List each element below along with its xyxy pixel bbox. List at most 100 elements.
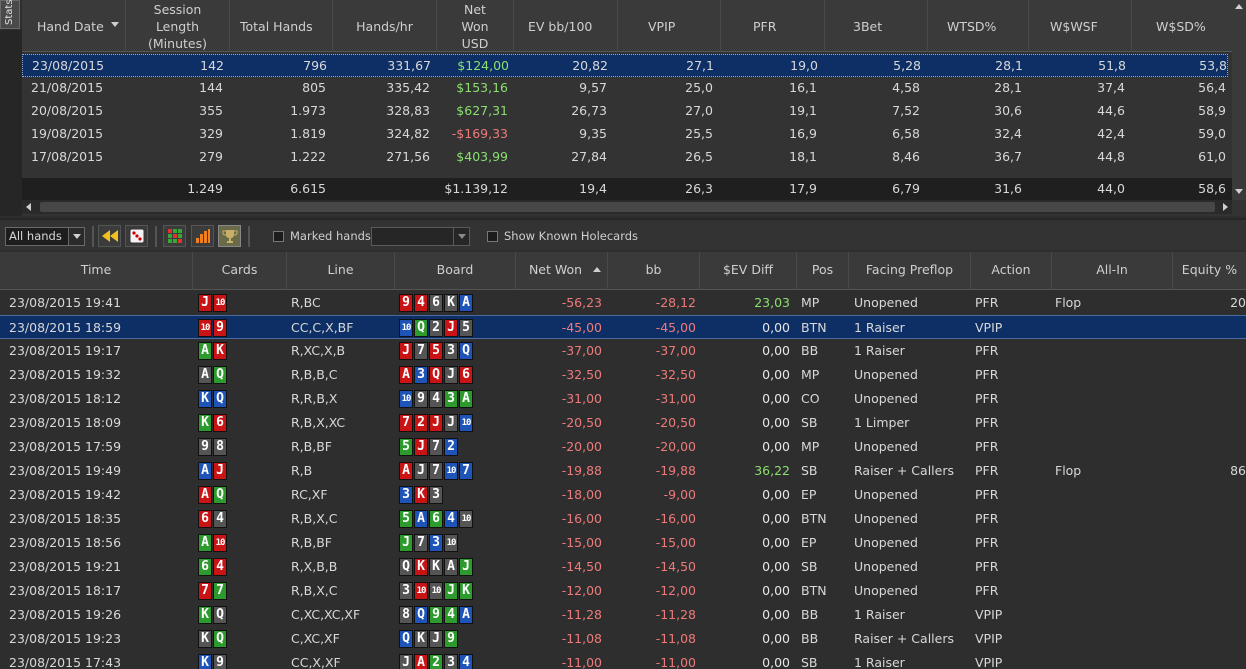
- hand-row[interactable]: 23/08/2015 18:17 7 7 R,B,X,C 3 10 10 J K -12,00 -1…: [0, 579, 1246, 603]
- col-cards-label: Cards: [221, 262, 258, 277]
- scroll-right-icon[interactable]: [1223, 203, 1228, 211]
- cell-bb: -12,00: [655, 583, 696, 598]
- marked-hands-select[interactable]: [371, 227, 470, 246]
- show-known-holecards-checkbox[interactable]: [487, 231, 498, 242]
- col-session-length[interactable]: Session Length (Minutes): [126, 0, 230, 52]
- scroll-down-icon[interactable]: [1235, 189, 1243, 194]
- col-ev-diff[interactable]: $EV Diff: [700, 252, 797, 290]
- hand-filter-select[interactable]: All hands: [5, 227, 85, 246]
- chevron-down-icon[interactable]: [453, 228, 469, 245]
- hand-row[interactable]: 23/08/2015 19:41 J 10 R,BC 9 4 6 K A -56,23 -28,12…: [0, 291, 1246, 315]
- replayer-button[interactable]: [125, 225, 148, 247]
- cell-all-in: [1055, 603, 1170, 627]
- cell-hand-date: 20/08/2015: [31, 103, 104, 118]
- hand-row[interactable]: 23/08/2015 17:43 K 9 CC,X,XF J A 2 3 4 -11,00 -11,…: [0, 651, 1246, 669]
- chevron-down-icon[interactable]: [68, 228, 84, 245]
- hand-row[interactable]: 23/08/2015 18:59 10 9 CC,C,X,BF 10 Q 2 J 5 -45,00…: [0, 315, 1246, 339]
- col-pos[interactable]: Pos: [797, 252, 849, 290]
- hand-row[interactable]: 23/08/2015 18:12 K Q R,R,B,X 10 9 4 3 A -31,00 -31…: [0, 387, 1246, 411]
- card-diamonds: K: [198, 390, 212, 408]
- rewind-button[interactable]: [98, 225, 121, 247]
- scrollbar-thumb[interactable]: [40, 202, 1215, 212]
- hand-row[interactable]: 23/08/2015 19:23 K Q C,XC,XF Q K J 9 -11,08 -11,0…: [0, 627, 1246, 651]
- hand-row[interactable]: 23/08/2015 17:59 9 8 R,B,BF 5 J 7 2 -20,00 -20,00…: [0, 435, 1246, 459]
- col-cards[interactable]: Cards: [193, 252, 287, 290]
- total-wwsf: 44,0: [1097, 181, 1125, 196]
- cell-wtsd: 28,1: [995, 58, 1023, 73]
- col-facing-preflop[interactable]: Facing Preflop: [849, 252, 971, 290]
- col-line[interactable]: Line: [287, 252, 395, 290]
- col-net-won[interactable]: Net Won USD: [437, 0, 514, 52]
- cell-equity: [1176, 411, 1246, 435]
- hand-row[interactable]: 23/08/2015 18:35 6 4 R,B,X,C 5 A 6 4 10 -16,00 -16…: [0, 507, 1246, 531]
- total-pfr: 17,9: [789, 181, 817, 196]
- stats-row[interactable]: 17/08/2015 279 1.222 271,56 $403,99 27,84 26,5…: [22, 146, 1228, 169]
- sort-desc-icon: [111, 22, 119, 27]
- scroll-up-icon[interactable]: [1235, 4, 1243, 9]
- marked-hands-checkbox[interactable]: [273, 231, 284, 242]
- cell-pos: MP: [801, 295, 820, 310]
- total-3bet: 6,79: [892, 181, 920, 196]
- col-vpip[interactable]: VPIP: [618, 0, 721, 52]
- col-time[interactable]: Time: [0, 252, 193, 290]
- col-3bet[interactable]: 3Bet: [825, 0, 928, 52]
- card-hearts: J: [399, 342, 413, 360]
- cell-action: PFR: [975, 559, 999, 574]
- col-net-won-label: Net Won: [528, 262, 583, 277]
- col-total-hands[interactable]: Total Hands: [230, 0, 333, 52]
- cell-all-in: [1055, 411, 1170, 435]
- cell-time: 23/08/2015 19:26: [9, 607, 122, 622]
- cell-time: 23/08/2015 18:09: [9, 415, 122, 430]
- card-spades: 9: [213, 654, 227, 669]
- card-spades: 3: [444, 654, 458, 669]
- scroll-left-icon[interactable]: [26, 203, 31, 211]
- col-bb[interactable]: bb: [608, 252, 700, 290]
- hand-row[interactable]: 23/08/2015 19:42 A Q RC,XF 3 K 3 -18,00 -9,00 0,0…: [0, 483, 1246, 507]
- col-action[interactable]: Action: [971, 252, 1052, 290]
- hand-grid-button[interactable]: [163, 225, 186, 247]
- card-spades: 7: [429, 438, 443, 456]
- stats-vertical-scrollbar[interactable]: [1232, 0, 1246, 200]
- cell-pos: MP: [801, 367, 820, 382]
- col-board-label: Board: [436, 262, 474, 277]
- col-pfr[interactable]: PFR: [721, 0, 825, 52]
- stats-row[interactable]: 19/08/2015 329 1.819 324,82 -$169,33 9,35 25,5…: [22, 123, 1228, 146]
- col-hand-date[interactable]: Hand Date: [22, 0, 126, 52]
- hand-row[interactable]: 23/08/2015 18:09 K 6 R,B,X,XC 7 2 J J 10 -20,50 -2…: [0, 411, 1246, 435]
- card-clubs: Q: [213, 486, 227, 504]
- cell-hand-date: 19/08/2015: [31, 126, 104, 141]
- cell-bb: -31,00: [655, 391, 696, 406]
- stats-row[interactable]: 23/08/2015 142 796 331,67 $124,00 20,82 27,1 19…: [22, 54, 1228, 77]
- stats-side-tab[interactable]: Stats: [0, 0, 20, 29]
- col-wwsf[interactable]: W$WSF: [1029, 0, 1132, 52]
- col-all-in[interactable]: All-In: [1052, 252, 1173, 290]
- hand-row[interactable]: 23/08/2015 19:32 A Q R,B,B,C A 3 Q J 6 -32,50 -32,…: [0, 363, 1246, 387]
- cell-vpip: 25,5: [685, 126, 713, 141]
- cell-net-won: -12,00: [561, 583, 602, 598]
- cell-net-won: $627,31: [456, 103, 508, 118]
- stats-row[interactable]: 20/08/2015 355 1.973 328,83 $627,31 26,73 27,0…: [22, 100, 1228, 123]
- col-total-hands-label: Total Hands: [240, 18, 313, 34]
- hand-row[interactable]: 23/08/2015 18:56 A 10 R,B,BF J 7 3 10 -15,00 -15,…: [0, 531, 1246, 555]
- col-board[interactable]: Board: [395, 252, 516, 290]
- col-ev-bb100[interactable]: EV bb/100: [514, 0, 618, 52]
- hand-row[interactable]: 23/08/2015 19:49 A J R,B A J 7 10 7 -19,88 -19,88 3…: [0, 459, 1246, 483]
- cell-facing-preflop: 1 Raiser: [854, 343, 905, 358]
- hand-row[interactable]: 23/08/2015 19:26 K Q C,XC,XC,XF 8 Q 9 4 A -11,28-…: [0, 603, 1246, 627]
- stats-horizontal-scrollbar[interactable]: [22, 200, 1232, 214]
- col-hands-hr[interactable]: Hands/hr: [333, 0, 437, 52]
- trophy-button[interactable]: [218, 225, 241, 247]
- col-wtsd[interactable]: WTSD%: [928, 0, 1029, 52]
- graph-button[interactable]: [191, 225, 214, 247]
- cell-equity: [1176, 627, 1246, 651]
- hand-row[interactable]: 23/08/2015 19:21 6 4 R,X,B,B Q K K A J -14,50 -14,…: [0, 555, 1246, 579]
- col-wwsf-label: W$WSF: [1050, 18, 1098, 34]
- col-equity[interactable]: Equity %: [1173, 252, 1246, 290]
- card-hearts: J: [414, 438, 428, 456]
- stats-row[interactable]: 21/08/2015 144 805 335,42 $153,16 9,57 25,0 16,…: [22, 77, 1228, 100]
- col-wsd[interactable]: W$SD%: [1132, 0, 1232, 52]
- hand-row[interactable]: 23/08/2015 19:17 A K R,XC,X,B J 7 5 3 Q -37,00 -37…: [0, 339, 1246, 363]
- col-net-won[interactable]: Net Won: [516, 252, 608, 290]
